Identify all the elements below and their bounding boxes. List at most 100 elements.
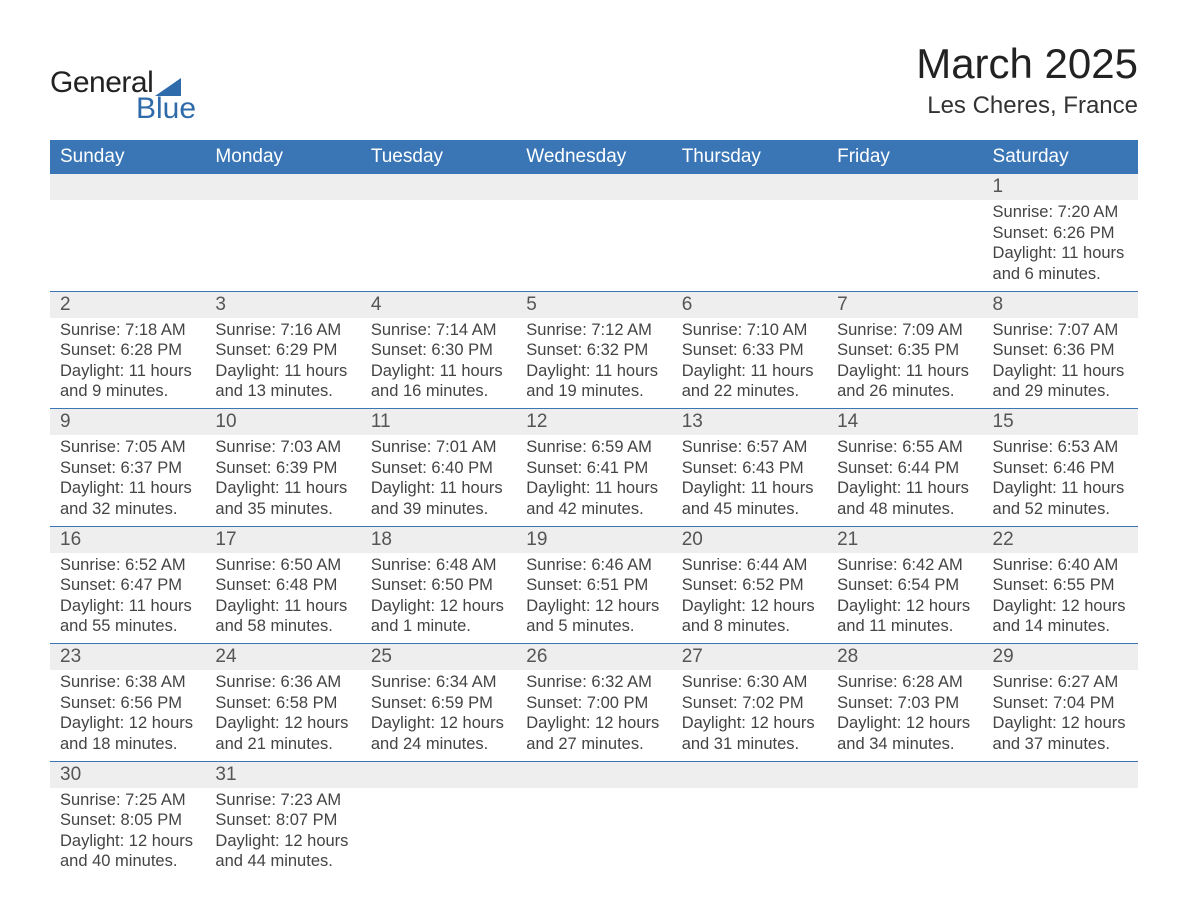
day-number-cell [672, 174, 827, 200]
day-detail-cell [361, 200, 516, 291]
daylight-line: Daylight: 12 hours and 14 minutes. [993, 596, 1128, 637]
sunrise-line: Sunrise: 6:38 AM [60, 672, 195, 693]
day-number-cell: 18 [361, 526, 516, 553]
detail-row: Sunrise: 6:52 AMSunset: 6:47 PM Daylight:… [50, 553, 1138, 644]
day-number: 20 [682, 529, 703, 550]
day-number: 22 [993, 529, 1014, 550]
day-number-cell: 1 [983, 174, 1138, 200]
day-number: 16 [60, 529, 81, 550]
day-number: 25 [371, 646, 392, 667]
sunrise-line: Sunrise: 7:14 AM [371, 320, 506, 341]
day-detail-cell [516, 788, 671, 879]
sunset-line: Sunset: 6:26 PM [993, 223, 1128, 244]
daylight-line: Daylight: 11 hours and 9 minutes. [60, 361, 195, 402]
daynum-row: 9101112131415 [50, 409, 1138, 436]
day-number: 29 [993, 646, 1014, 667]
sunrise-line: Sunrise: 6:30 AM [682, 672, 817, 693]
day-number-cell: 15 [983, 409, 1138, 436]
day-number: 2 [60, 294, 71, 315]
day-number-cell: 28 [827, 644, 982, 671]
day-detail-cell: Sunrise: 6:46 AMSunset: 6:51 PMDaylight:… [516, 553, 671, 644]
sunset-line: Sunset: 8:07 PM [215, 810, 350, 831]
title-block: March 2025 Les Cheres, France [916, 40, 1138, 120]
detail-row: Sunrise: 7:25 AMSunset: 8:05 PMDaylight:… [50, 788, 1138, 879]
sunset-line: Sunset: 6:36 PM [993, 340, 1128, 361]
day-detail-cell: Sunrise: 7:25 AMSunset: 8:05 PMDaylight:… [50, 788, 205, 879]
day-number: 23 [60, 646, 81, 667]
sunset-line: Sunset: 6:37 PM [60, 458, 195, 479]
day-detail-cell: Sunrise: 6:34 AMSunset: 6:59 PMDaylight:… [361, 670, 516, 761]
daynum-row: 3031 [50, 761, 1138, 788]
day-number: 9 [60, 411, 71, 432]
weekday-header: Thursday [672, 140, 827, 174]
day-detail-cell: Sunrise: 7:16 AMSunset: 6:29 PMDaylight:… [205, 318, 360, 409]
sunset-line: Sunset: 8:05 PM [60, 810, 195, 831]
day-number: 21 [837, 529, 858, 550]
day-detail-cell: Sunrise: 6:52 AMSunset: 6:47 PMDaylight:… [50, 553, 205, 644]
daylight-line: Daylight: 11 hours and 19 minutes. [526, 361, 661, 402]
daylight-line: Daylight: 12 hours and 21 minutes. [215, 713, 350, 754]
sunset-line: Sunset: 6:58 PM [215, 693, 350, 714]
day-number-cell: 3 [205, 291, 360, 318]
daylight-line: Daylight: 11 hours and 45 minutes. [682, 478, 817, 519]
day-number: 17 [215, 529, 236, 550]
sunrise-line: Sunrise: 7:07 AM [993, 320, 1128, 341]
daylight-line: Daylight: 11 hours and 35 minutes. [215, 478, 350, 519]
sunset-line: Sunset: 6:55 PM [993, 575, 1128, 596]
daylight-line: Daylight: 12 hours and 40 minutes. [60, 831, 195, 872]
sunrise-line: Sunrise: 7:12 AM [526, 320, 661, 341]
day-detail-cell: Sunrise: 6:53 AMSunset: 6:46 PMDaylight:… [983, 435, 1138, 526]
sunset-line: Sunset: 6:47 PM [60, 575, 195, 596]
sunrise-line: Sunrise: 6:48 AM [371, 555, 506, 576]
day-number-cell: 4 [361, 291, 516, 318]
daylight-line: Daylight: 12 hours and 24 minutes. [371, 713, 506, 754]
sunset-line: Sunset: 6:59 PM [371, 693, 506, 714]
day-number-cell: 21 [827, 526, 982, 553]
day-number-cell [827, 174, 982, 200]
sunset-line: Sunset: 6:28 PM [60, 340, 195, 361]
day-detail-cell [516, 200, 671, 291]
day-number: 7 [837, 294, 848, 315]
daylight-line: Daylight: 12 hours and 18 minutes. [60, 713, 195, 754]
sunset-line: Sunset: 6:48 PM [215, 575, 350, 596]
sunrise-line: Sunrise: 6:32 AM [526, 672, 661, 693]
day-detail-cell: Sunrise: 6:50 AMSunset: 6:48 PMDaylight:… [205, 553, 360, 644]
day-number-cell: 27 [672, 644, 827, 671]
day-number-cell: 17 [205, 526, 360, 553]
day-detail-cell [672, 200, 827, 291]
daynum-row: 16171819202122 [50, 526, 1138, 553]
sunrise-line: Sunrise: 6:27 AM [993, 672, 1128, 693]
day-detail-cell: Sunrise: 7:18 AMSunset: 6:28 PMDaylight:… [50, 318, 205, 409]
detail-row: Sunrise: 7:18 AMSunset: 6:28 PMDaylight:… [50, 318, 1138, 409]
day-number: 8 [993, 294, 1004, 315]
daylight-line: Daylight: 12 hours and 11 minutes. [837, 596, 972, 637]
day-number-cell: 7 [827, 291, 982, 318]
sunset-line: Sunset: 6:46 PM [993, 458, 1128, 479]
day-number-cell: 30 [50, 761, 205, 788]
sunrise-line: Sunrise: 7:16 AM [215, 320, 350, 341]
sunrise-line: Sunrise: 6:52 AM [60, 555, 195, 576]
daylight-line: Daylight: 11 hours and 16 minutes. [371, 361, 506, 402]
day-detail-cell: Sunrise: 6:32 AMSunset: 7:00 PMDaylight:… [516, 670, 671, 761]
day-detail-cell: Sunrise: 7:03 AMSunset: 6:39 PMDaylight:… [205, 435, 360, 526]
day-detail-cell: Sunrise: 6:36 AMSunset: 6:58 PMDaylight:… [205, 670, 360, 761]
daynum-row: 23242526272829 [50, 644, 1138, 671]
day-detail-cell: Sunrise: 6:48 AMSunset: 6:50 PMDaylight:… [361, 553, 516, 644]
day-detail-cell: Sunrise: 6:38 AMSunset: 6:56 PMDaylight:… [50, 670, 205, 761]
sunset-line: Sunset: 6:40 PM [371, 458, 506, 479]
daylight-line: Daylight: 11 hours and 29 minutes. [993, 361, 1128, 402]
day-detail-cell: Sunrise: 7:12 AMSunset: 6:32 PMDaylight:… [516, 318, 671, 409]
sunrise-line: Sunrise: 6:34 AM [371, 672, 506, 693]
day-detail-cell: Sunrise: 6:59 AMSunset: 6:41 PMDaylight:… [516, 435, 671, 526]
day-detail-cell: Sunrise: 7:14 AMSunset: 6:30 PMDaylight:… [361, 318, 516, 409]
daylight-line: Daylight: 11 hours and 48 minutes. [837, 478, 972, 519]
day-number: 18 [371, 529, 392, 550]
day-detail-cell [827, 200, 982, 291]
sunrise-line: Sunrise: 6:36 AM [215, 672, 350, 693]
day-detail-cell: Sunrise: 7:10 AMSunset: 6:33 PMDaylight:… [672, 318, 827, 409]
sunrise-line: Sunrise: 7:10 AM [682, 320, 817, 341]
sunrise-line: Sunrise: 7:23 AM [215, 790, 350, 811]
sunset-line: Sunset: 6:32 PM [526, 340, 661, 361]
sunset-line: Sunset: 6:43 PM [682, 458, 817, 479]
sunset-line: Sunset: 7:00 PM [526, 693, 661, 714]
